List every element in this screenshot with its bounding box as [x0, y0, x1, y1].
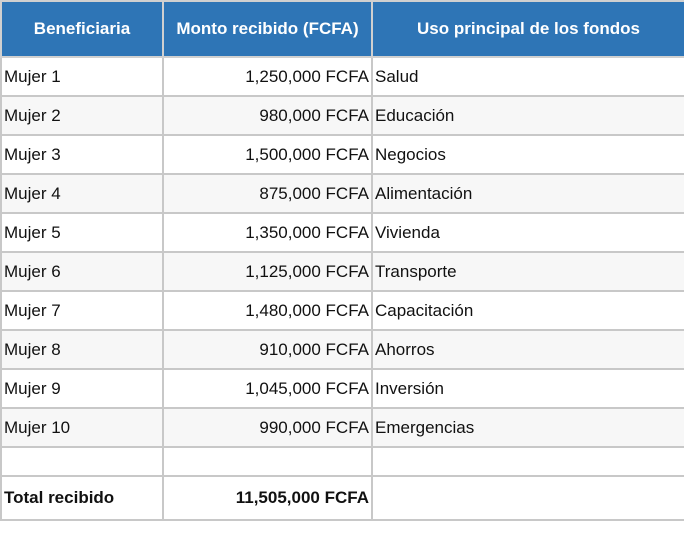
empty-cell[interactable]: [371, 446, 684, 477]
empty-row: [0, 446, 684, 477]
cell-uso[interactable]: Educación: [371, 95, 684, 136]
cell-uso[interactable]: Negocios: [371, 134, 684, 175]
cell-monto[interactable]: 1,500,000 FCFA: [162, 134, 373, 175]
cell-uso[interactable]: Vivienda: [371, 212, 684, 253]
table-row: Mujer 1 1,250,000 FCFA Salud: [0, 56, 684, 97]
cell-beneficiaria[interactable]: Mujer 8: [0, 329, 164, 370]
cell-beneficiaria[interactable]: Mujer 9: [0, 368, 164, 409]
cell-beneficiaria[interactable]: Mujer 7: [0, 290, 164, 331]
cell-monto[interactable]: 1,125,000 FCFA: [162, 251, 373, 292]
total-value[interactable]: 11,505,000 FCFA: [162, 475, 373, 521]
header-uso[interactable]: Uso principal de los fondos: [371, 0, 684, 58]
table-row: Mujer 4 875,000 FCFA Alimentación: [0, 173, 684, 214]
cell-uso[interactable]: Transporte: [371, 251, 684, 292]
cell-beneficiaria[interactable]: Mujer 1: [0, 56, 164, 97]
cell-uso[interactable]: Emergencias: [371, 407, 684, 448]
empty-cell[interactable]: [0, 446, 164, 477]
cell-beneficiaria[interactable]: Mujer 5: [0, 212, 164, 253]
cell-uso[interactable]: Inversión: [371, 368, 684, 409]
cell-beneficiaria[interactable]: Mujer 3: [0, 134, 164, 175]
cell-monto[interactable]: 1,045,000 FCFA: [162, 368, 373, 409]
header-monto[interactable]: Monto recibido (FCFA): [162, 0, 373, 58]
table-row: Mujer 5 1,350,000 FCFA Vivienda: [0, 212, 684, 253]
table-row: Mujer 3 1,500,000 FCFA Negocios: [0, 134, 684, 175]
cell-uso[interactable]: Alimentación: [371, 173, 684, 214]
cell-monto[interactable]: 875,000 FCFA: [162, 173, 373, 214]
cell-uso[interactable]: Ahorros: [371, 329, 684, 370]
empty-cell[interactable]: [371, 475, 684, 521]
cell-beneficiaria[interactable]: Mujer 4: [0, 173, 164, 214]
cell-monto[interactable]: 1,480,000 FCFA: [162, 290, 373, 331]
beneficiaries-table: Beneficiaria Monto recibido (FCFA) Uso p…: [0, 0, 684, 521]
table-row: Mujer 9 1,045,000 FCFA Inversión: [0, 368, 684, 409]
cell-uso[interactable]: Capacitación: [371, 290, 684, 331]
cell-beneficiaria[interactable]: Mujer 6: [0, 251, 164, 292]
header-row: Beneficiaria Monto recibido (FCFA) Uso p…: [0, 0, 684, 58]
cell-monto[interactable]: 980,000 FCFA: [162, 95, 373, 136]
total-label[interactable]: Total recibido: [0, 475, 164, 521]
cell-uso[interactable]: Salud: [371, 56, 684, 97]
cell-beneficiaria[interactable]: Mujer 10: [0, 407, 164, 448]
cell-monto[interactable]: 990,000 FCFA: [162, 407, 373, 448]
table-row: Mujer 6 1,125,000 FCFA Transporte: [0, 251, 684, 292]
cell-monto[interactable]: 1,250,000 FCFA: [162, 56, 373, 97]
table-row: Mujer 8 910,000 FCFA Ahorros: [0, 329, 684, 370]
header-beneficiaria[interactable]: Beneficiaria: [0, 0, 164, 58]
table-row: Mujer 2 980,000 FCFA Educación: [0, 95, 684, 136]
table-row: Mujer 10 990,000 FCFA Emergencias: [0, 407, 684, 448]
table-row: Mujer 7 1,480,000 FCFA Capacitación: [0, 290, 684, 331]
cell-beneficiaria[interactable]: Mujer 2: [0, 95, 164, 136]
total-row: Total recibido 11,505,000 FCFA: [0, 475, 684, 521]
cell-monto[interactable]: 1,350,000 FCFA: [162, 212, 373, 253]
cell-monto[interactable]: 910,000 FCFA: [162, 329, 373, 370]
empty-cell[interactable]: [162, 446, 373, 477]
